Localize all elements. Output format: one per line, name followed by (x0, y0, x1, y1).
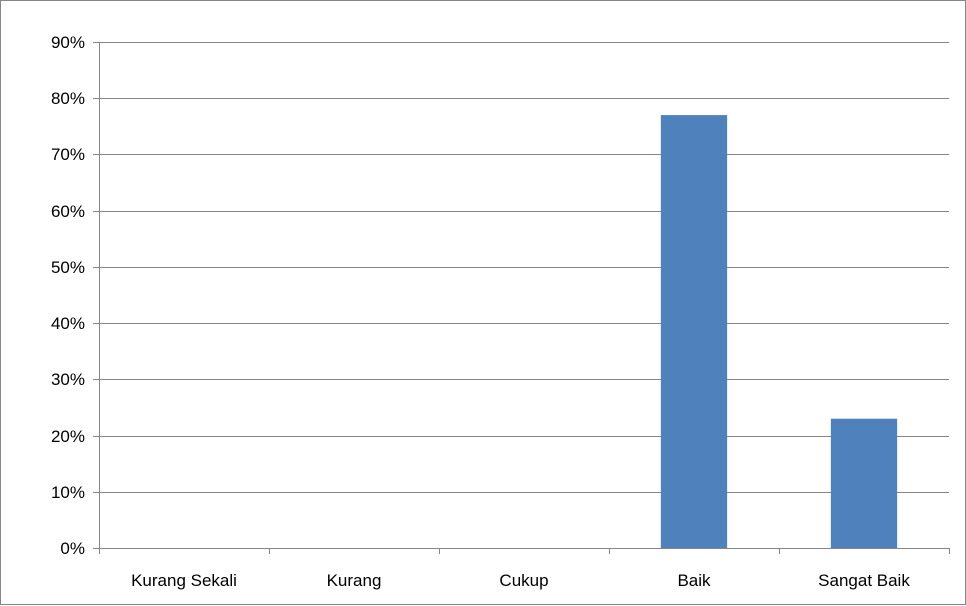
x-tick-label: Baik (677, 571, 711, 590)
y-tick-label: 40% (51, 314, 85, 333)
x-tick-label: Kurang Sekali (131, 571, 237, 590)
y-tick-label: 70% (51, 145, 85, 164)
y-tick-label: 20% (51, 427, 85, 446)
x-tick-label: Kurang (327, 571, 382, 590)
gridlines (99, 42, 949, 493)
y-tick-label: 50% (51, 258, 85, 277)
y-tick-label: 90% (51, 33, 85, 52)
y-tick-label: 0% (60, 539, 85, 558)
bar-sangat-baik (830, 418, 898, 548)
y-tick-label: 30% (51, 370, 85, 389)
axes (93, 42, 950, 554)
bar-baik (660, 115, 728, 548)
x-tick-label: Sangat Baik (818, 571, 910, 590)
bars (660, 115, 898, 548)
x-tick-labels: Kurang Sekali Kurang Cukup Baik Sangat Baik (131, 571, 910, 590)
y-tick-label: 60% (51, 202, 85, 221)
y-tick-label: 80% (51, 89, 85, 108)
x-tick-label: Cukup (499, 571, 548, 590)
y-tick-labels: 0% 10% 20% 30% 40% 50% 60% 70% 80% 90% (51, 33, 85, 558)
y-tick-label: 10% (51, 483, 85, 502)
